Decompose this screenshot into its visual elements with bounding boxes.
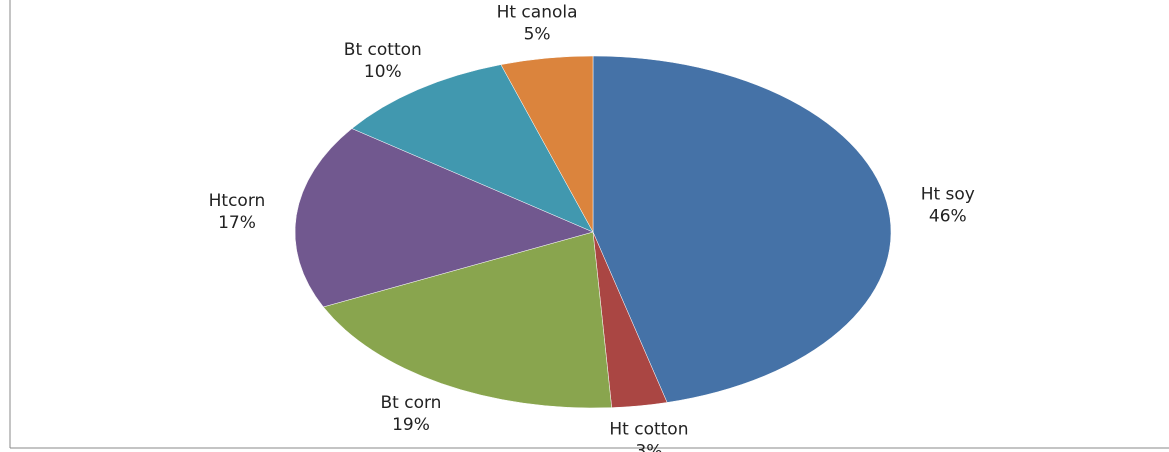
- pie-slice: [351, 64, 594, 233]
- slice-label-value: 10%: [364, 62, 402, 82]
- slice-label-value: 5%: [524, 24, 551, 44]
- slice-label-name: Bt corn: [380, 393, 441, 413]
- slice-label-name: Ht soy: [921, 185, 975, 205]
- slice-label-name: Ht canola: [497, 2, 578, 22]
- pie-slice: [500, 55, 594, 233]
- slice-label-value: 17%: [218, 213, 256, 233]
- slice-label-value: 3%: [635, 442, 662, 452]
- slice-label-name: Bt cotton: [344, 40, 422, 60]
- pie-slice: [592, 55, 892, 403]
- slice-label-name: Ht cotton: [609, 420, 688, 440]
- pie-slice: [322, 231, 612, 409]
- slice-label-value: 46%: [929, 207, 967, 227]
- slice-label-value: 19%: [392, 415, 430, 435]
- slice-label-name: Htcorn: [209, 191, 266, 211]
- pie-slice: [294, 128, 594, 308]
